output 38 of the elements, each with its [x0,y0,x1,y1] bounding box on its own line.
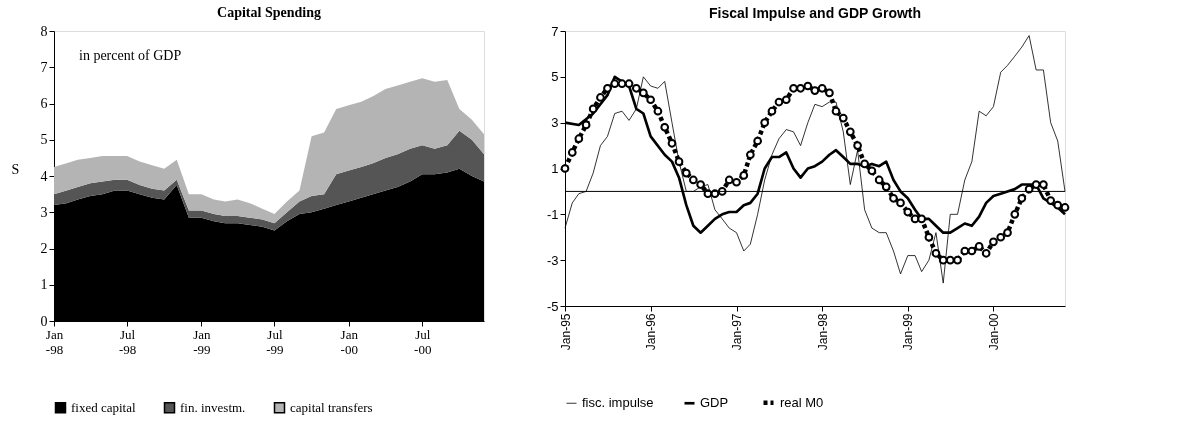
legend-label: real M0 [780,394,824,410]
x-tick-label: Jul -99 [266,326,284,357]
legend-label: capital transfers [290,399,373,415]
y-tick-label: 3 [551,115,559,131]
legend-label: GDP [700,395,729,411]
legend-label: fixed capital [71,399,136,415]
y-tick-label: 5 [40,132,48,148]
x-tick-label: Jan-00 [986,313,1001,351]
y-tick-label: -1 [546,206,559,222]
x-tick-label: Jan-96 [644,313,659,351]
x-tick-label: Jan -98 [45,326,64,357]
x-tick-label: Jan -00 [340,326,359,357]
annotation: in percent of GDP [79,48,182,63]
x-tick-label: Jan-95 [558,313,573,351]
legend-label: fisc. impulse [582,395,654,411]
y-axis-title: S [11,161,20,177]
x-tick-label: Jan -99 [193,326,212,357]
y-tick-label: 5 [551,69,559,85]
y-tick-label: 1 [40,277,48,293]
y-tick-label: 3 [40,204,48,220]
y-tick-label: -3 [546,252,559,268]
chart-title: Fiscal Impulse and GDP Growth [708,5,922,21]
y-tick-label: 0 [40,313,48,329]
y-tick-label: 2 [40,241,48,256]
y-tick-label: 7 [40,59,48,75]
y-tick-label: 8 [40,23,48,39]
y-tick-label: 4 [40,168,48,184]
legend-label: fin. investm. [180,399,246,415]
x-tick-label: Jan-97 [730,313,745,351]
x-tick-label: Jul -98 [118,326,137,357]
y-tick-label: 1 [551,161,559,176]
x-tick-label: Jan-99 [901,313,916,351]
x-tick-label: Jan-98 [815,313,830,351]
y-tick-label: 7 [551,23,559,39]
x-tick-label: Jul -00 [414,326,432,357]
chart-title: Capital Spending [217,5,321,20]
y-tick-label: -5 [546,298,559,314]
y-tick-label: 6 [40,96,48,111]
